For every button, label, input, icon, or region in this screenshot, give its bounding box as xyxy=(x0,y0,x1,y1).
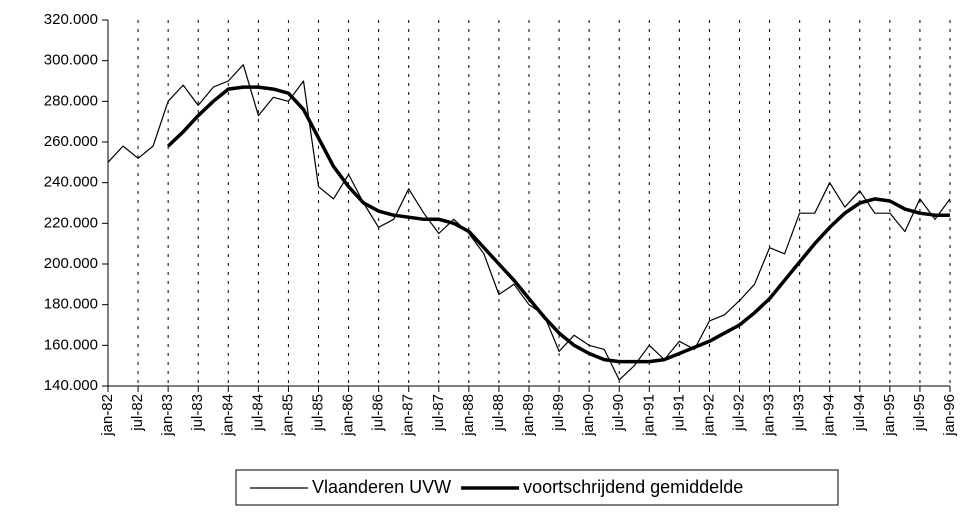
x-tick-label: jul-93 xyxy=(791,394,808,432)
x-tick-label: jan-87 xyxy=(400,394,417,437)
x-tick-label: jul-87 xyxy=(430,394,447,432)
x-tick-label: jul-85 xyxy=(309,394,326,432)
x-tick-label: jan-88 xyxy=(460,394,477,437)
x-tick-label: jul-82 xyxy=(129,394,146,432)
x-tick-label: jan-86 xyxy=(340,394,357,437)
x-tick-label: jul-90 xyxy=(610,394,627,432)
x-tick-label: jul-88 xyxy=(490,394,507,432)
x-tick-label: jan-90 xyxy=(580,394,597,437)
legend-label: Vlaanderen UVW xyxy=(312,477,451,497)
x-tick-label: jan-91 xyxy=(640,394,657,437)
x-tick-label: jul-94 xyxy=(851,394,868,432)
y-tick-label: 220.000 xyxy=(44,214,98,231)
y-tick-label: 260.000 xyxy=(44,133,98,150)
x-tick-label: jul-92 xyxy=(730,394,747,432)
x-tick-label: jul-95 xyxy=(911,394,928,432)
x-tick-label: jul-91 xyxy=(670,394,687,432)
x-tick-label: jan-95 xyxy=(881,394,898,437)
x-tick-label: jan-92 xyxy=(700,394,717,437)
x-tick-label: jan-96 xyxy=(941,394,958,437)
x-tick-label: jan-93 xyxy=(761,394,778,437)
x-tick-label: jan-83 xyxy=(159,394,176,437)
legend-box xyxy=(235,469,839,506)
x-tick-label: jul-83 xyxy=(189,394,206,432)
y-tick-label: 200.000 xyxy=(44,255,98,272)
y-tick-label: 240.000 xyxy=(44,174,98,191)
y-tick-label: 280.000 xyxy=(44,92,98,109)
y-tick-label: 140.000 xyxy=(44,377,98,394)
y-tick-label: 180.000 xyxy=(44,296,98,313)
x-tick-label: jan-85 xyxy=(279,394,296,437)
x-tick-label: jul-84 xyxy=(249,394,266,432)
x-tick-label: jan-89 xyxy=(520,394,537,437)
series-line xyxy=(166,85,950,364)
legend-label: voortschrijdend gemiddelde xyxy=(523,477,743,497)
y-tick-label: 160.000 xyxy=(44,336,98,353)
legend: Vlaanderen UVW voortschrijdend gemiddelde xyxy=(235,469,839,506)
y-tick-label: 300.000 xyxy=(44,52,98,69)
y-tick-label: 320.000 xyxy=(44,11,98,28)
x-tick-label: jan-82 xyxy=(99,394,116,437)
x-tick-label: jul-86 xyxy=(370,394,387,432)
x-tick-label: jan-94 xyxy=(821,394,838,437)
x-tick-label: jan-84 xyxy=(219,394,236,437)
x-tick-label: jul-89 xyxy=(550,394,567,432)
series-line xyxy=(107,64,951,381)
